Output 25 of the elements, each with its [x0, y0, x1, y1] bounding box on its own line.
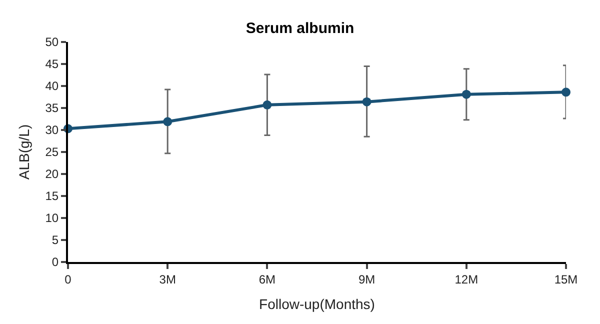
y-tick-label: 30	[45, 123, 59, 138]
x-tick-label: 9M	[358, 272, 376, 286]
y-tick-label: 50	[45, 35, 59, 50]
y-tick-label: 10	[45, 211, 59, 226]
y-tick-label: 35	[45, 101, 59, 116]
y-tick-label: 45	[45, 57, 59, 72]
y-tick-label: 15	[45, 189, 59, 204]
x-tick-label: 15M	[554, 272, 578, 286]
point	[163, 117, 172, 126]
x-tick-label: 3M	[159, 272, 176, 286]
y-tick-label: 20	[45, 167, 59, 182]
y-axis-title: ALB(g/L)	[16, 124, 32, 180]
x-tick-label: 6M	[258, 272, 276, 286]
y-tick-label: 5	[52, 233, 59, 248]
point	[262, 100, 272, 110]
y-tick-label: 25	[45, 145, 59, 160]
y-tick-label: 0	[52, 255, 59, 270]
x-tick-label: 12M	[454, 272, 478, 286]
chart-title: Serum albumin	[246, 20, 354, 38]
point	[562, 88, 570, 97]
point	[362, 97, 372, 106]
x-tick-label: 0	[64, 272, 72, 286]
point	[462, 90, 471, 99]
x-axis-title: Follow-up(Months)	[259, 296, 375, 312]
y-tick-label: 40	[45, 79, 59, 94]
